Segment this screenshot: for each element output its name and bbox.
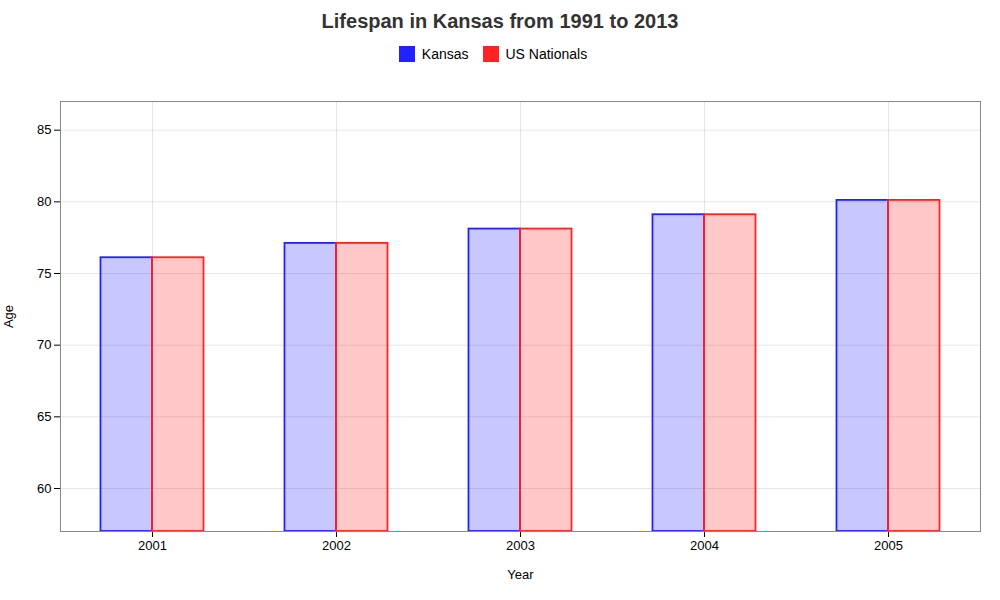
svg-text:2004: 2004	[690, 538, 719, 553]
svg-text:60: 60	[37, 481, 51, 496]
svg-text:65: 65	[37, 409, 51, 424]
svg-text:70: 70	[37, 337, 51, 352]
svg-text:Year: Year	[507, 567, 534, 582]
svg-text:85: 85	[37, 122, 51, 137]
html-text:US Nationals: US Nationals	[505, 45, 588, 62]
svg-text:75: 75	[37, 266, 51, 281]
svg-text:80: 80	[37, 194, 51, 209]
svg-text:2001: 2001	[138, 538, 167, 553]
svg-text:2005: 2005	[874, 538, 903, 553]
html-text:Lifespan in Kansas from 1991 t: Lifespan in Kansas from 1991 to 2013	[321, 10, 679, 32]
svg-text:2003: 2003	[506, 538, 535, 553]
svg-text:2002: 2002	[322, 538, 351, 553]
svg-text:Age: Age	[1, 305, 16, 328]
html-text:Kansas: Kansas	[421, 45, 469, 62]
